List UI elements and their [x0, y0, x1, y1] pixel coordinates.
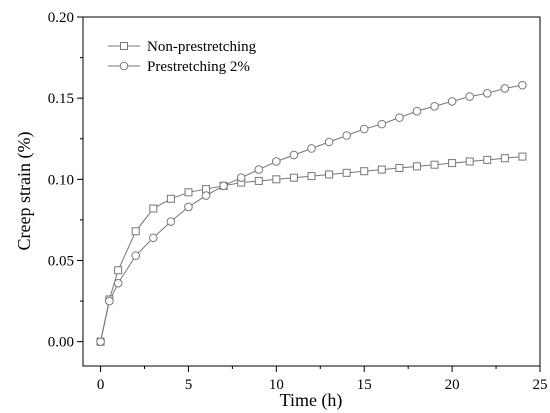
x-tick-label: 15	[357, 377, 372, 393]
data-point-circle	[166, 217, 176, 226]
y-tick-label: 0.20	[48, 10, 74, 26]
data-point-square	[465, 157, 474, 166]
series-line	[100, 156, 523, 342]
data-point-square	[412, 162, 421, 171]
plot-frame	[82, 16, 541, 367]
data-point-square	[360, 167, 369, 176]
data-point-square	[289, 173, 298, 182]
data-point-circle	[482, 88, 492, 98]
data-point-square	[131, 227, 140, 236]
data-point-square	[377, 165, 386, 174]
data-point-circle	[500, 84, 510, 93]
data-point-square	[184, 188, 193, 197]
legend-label: Prestretching 2%	[147, 59, 250, 75]
legend-marker	[119, 61, 129, 71]
y-tick-label: 0.00	[48, 335, 74, 351]
data-point-circle	[254, 165, 264, 174]
data-point-square	[500, 154, 509, 163]
legend: Non-prestretching Prestretching 2%	[108, 39, 257, 75]
x-tick-label: 25	[533, 377, 548, 393]
data-point-circle	[412, 106, 422, 116]
data-point-circle	[184, 202, 193, 212]
data-point-circle	[342, 131, 351, 140]
x-tick-label: 0	[97, 377, 105, 393]
data-point-circle	[465, 92, 474, 101]
series-markers	[96, 80, 527, 346]
data-point-circle	[131, 251, 141, 260]
x-axis-title: Time (h)	[280, 390, 343, 411]
data-point-circle	[105, 296, 114, 306]
x-tick-label: 10	[269, 377, 284, 393]
y-tick-label: 0.10	[48, 172, 74, 188]
data-point-square	[114, 266, 123, 275]
data-point-circle	[518, 80, 527, 90]
data-point-circle	[359, 124, 369, 134]
series-line	[100, 84, 523, 342]
data-point-square	[395, 163, 404, 172]
data-point-square	[149, 204, 158, 213]
data-point-square	[483, 155, 492, 164]
data-point-circle	[395, 113, 404, 122]
data-point-circle	[236, 173, 246, 183]
data-point-circle	[219, 181, 228, 191]
data-point-square	[325, 170, 334, 179]
data-point-circle	[113, 278, 123, 288]
data-point-circle	[272, 157, 281, 166]
data-point-circle	[324, 137, 334, 147]
data-point-circle	[307, 144, 316, 153]
data-point-square	[342, 168, 351, 177]
data-point-square	[272, 175, 281, 184]
series-lines	[100, 84, 523, 342]
data-point-circle	[149, 233, 158, 243]
x-tick-label: 20	[445, 377, 460, 393]
legend-marker	[120, 42, 128, 50]
data-point-square	[254, 176, 263, 185]
data-point-circle	[430, 101, 439, 111]
data-point-circle	[377, 119, 387, 129]
legend-label: Non-prestretching	[147, 39, 257, 55]
data-point-square	[307, 172, 316, 181]
data-point-square	[448, 159, 457, 168]
data-point-circle	[447, 97, 457, 106]
data-point-circle	[289, 150, 299, 160]
data-point-square	[166, 194, 175, 203]
data-point-circle	[96, 337, 105, 346]
axis-ticks: 0 5 10 15 20 25 0.00 0.05 0.10 0.15 0.20	[48, 10, 548, 393]
data-point-circle	[201, 191, 211, 200]
y-tick-label: 0.05	[48, 253, 74, 269]
y-axis-title: Creep strain (%)	[14, 132, 35, 251]
data-point-square	[430, 160, 439, 169]
y-tick-label: 0.15	[48, 91, 74, 107]
data-point-square	[518, 152, 527, 161]
x-tick-label: 5	[185, 377, 193, 393]
